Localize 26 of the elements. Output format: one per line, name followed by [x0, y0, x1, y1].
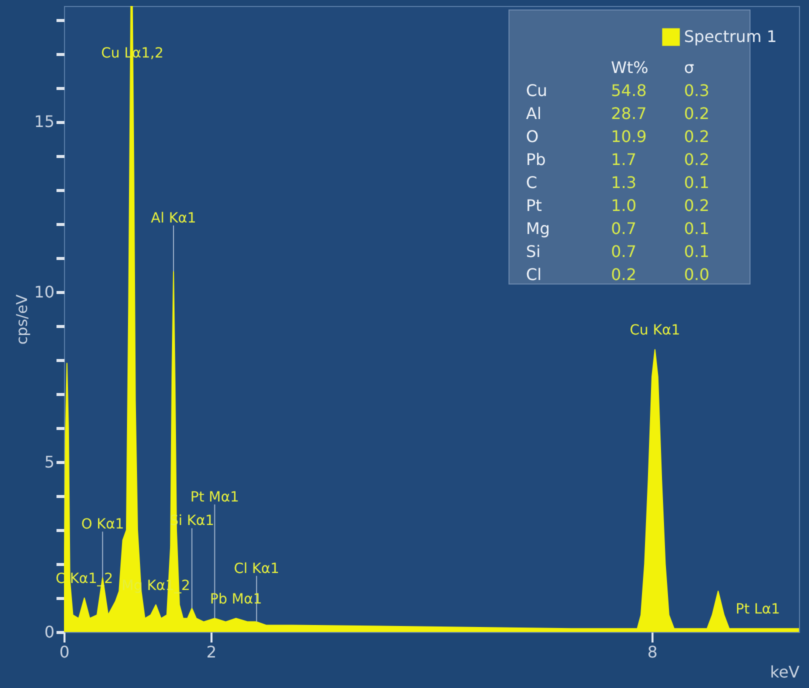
- text: Si 0.7 0.1: [526, 242, 710, 261]
- y-tick-label: 10: [34, 282, 54, 302]
- text: Mg 0.7 0.1: [526, 219, 710, 238]
- y-tick-label: 15: [34, 112, 54, 132]
- text: C 1.3 0.1: [526, 173, 710, 192]
- text: Pt 1.0 0.2: [526, 196, 710, 215]
- y-tick-label: 5: [44, 452, 54, 472]
- x-tick-label: 8: [647, 642, 658, 662]
- y-axis-title: cps/eV: [13, 294, 32, 345]
- annotation: Cl Kα1: [234, 560, 280, 577]
- annotation: Pt Lα1: [736, 602, 780, 618]
- annotation: O Kα1: [81, 516, 124, 533]
- x-tick-label: 2: [206, 642, 217, 662]
- annotation: Al Kα1: [150, 210, 196, 226]
- annotation: Cu Kα1: [630, 322, 680, 339]
- annotation: Pt Mα1: [190, 489, 239, 506]
- text: Wt% σ: [611, 58, 694, 77]
- y-tick-label: 0: [44, 622, 54, 642]
- legend-label: Spectrum 1: [684, 27, 777, 46]
- text: Pb 1.7 0.2: [526, 150, 710, 169]
- text: Al 28.7 0.2: [526, 104, 710, 123]
- text: O 10.9 0.2: [526, 127, 710, 146]
- x-tick-label: 0: [59, 642, 70, 662]
- x-axis-title: keV: [770, 662, 800, 682]
- text: Cu 54.8 0.3: [526, 81, 710, 100]
- text: Cl 0.2 0.0: [526, 265, 710, 284]
